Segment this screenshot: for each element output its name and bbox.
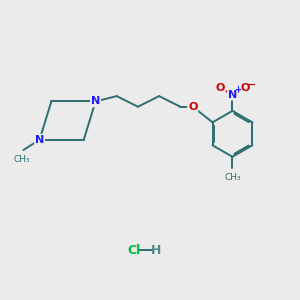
Text: −: −	[247, 80, 256, 90]
Text: O: O	[240, 83, 250, 93]
Text: N: N	[91, 96, 100, 106]
Text: +: +	[234, 85, 241, 94]
Text: H: H	[151, 244, 162, 256]
Text: CH₃: CH₃	[224, 173, 241, 182]
Text: O: O	[188, 102, 197, 112]
Text: Cl: Cl	[127, 244, 140, 256]
Text: CH₃: CH₃	[14, 155, 30, 164]
Text: N: N	[35, 135, 44, 145]
Text: O: O	[215, 83, 225, 93]
Text: N: N	[228, 90, 237, 100]
